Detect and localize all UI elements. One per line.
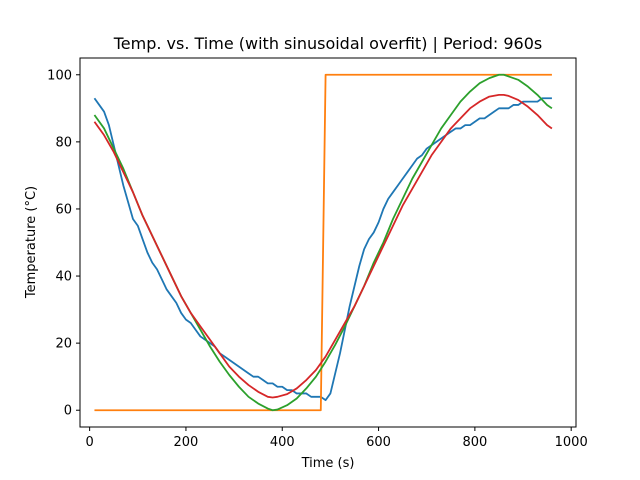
x-tick-label: 600	[366, 435, 391, 450]
x-axis-label: Time (s)	[301, 456, 355, 471]
y-tick-label: 0	[64, 404, 72, 419]
y-tick-label: 40	[55, 270, 72, 285]
y-axis: 0 20 40 60 80 100	[47, 68, 80, 419]
x-tick-label: 800	[462, 435, 487, 450]
plot-area	[93, 73, 553, 412]
y-axis-label: Temperature (°C)	[24, 186, 39, 299]
y-tick-label: 100	[47, 68, 72, 83]
y-tick-label: 60	[55, 202, 72, 217]
x-tick-label: 0	[85, 435, 93, 450]
chart-title: Temp. vs. Time (with sinusoidal overfit)…	[113, 34, 543, 53]
series-line-measured	[93, 97, 552, 402]
x-axis: 0 200 400 600 800 1000	[85, 427, 588, 450]
series-line-setpoint	[94, 73, 552, 412]
y-tick-label: 80	[55, 135, 72, 150]
x-tick-label: 400	[270, 435, 295, 450]
y-tick-label: 20	[55, 337, 72, 352]
x-tick-label: 1000	[555, 435, 588, 450]
x-tick-label: 200	[174, 435, 199, 450]
plot-frame	[79, 57, 577, 428]
series-line-fit_b	[93, 94, 553, 399]
